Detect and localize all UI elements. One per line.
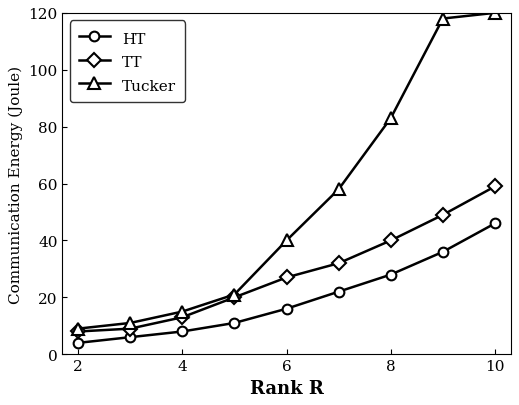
Tucker <box>492 11 498 16</box>
Line: TT: TT <box>73 182 500 337</box>
HT <box>283 307 290 311</box>
TT <box>75 329 81 334</box>
HT <box>492 222 498 226</box>
HT <box>336 290 342 294</box>
Tucker <box>127 321 133 326</box>
TT <box>231 295 238 300</box>
TT <box>179 315 185 320</box>
Tucker <box>75 326 81 331</box>
HT <box>231 321 238 326</box>
Tucker <box>388 116 394 121</box>
Line: Tucker: Tucker <box>73 8 501 335</box>
TT <box>283 275 290 280</box>
Tucker <box>336 188 342 192</box>
Tucker <box>283 239 290 243</box>
Tucker <box>231 292 238 297</box>
HT <box>440 250 446 255</box>
X-axis label: Rank R: Rank R <box>250 379 323 396</box>
TT <box>336 261 342 266</box>
HT <box>75 341 81 345</box>
Tucker <box>440 17 446 22</box>
TT <box>492 185 498 190</box>
Tucker <box>179 309 185 314</box>
TT <box>127 326 133 331</box>
HT <box>179 329 185 334</box>
TT <box>440 213 446 218</box>
HT <box>127 335 133 340</box>
Line: HT: HT <box>73 219 500 348</box>
TT <box>388 239 394 243</box>
Legend: HT, TT, Tucker: HT, TT, Tucker <box>70 21 185 103</box>
HT <box>388 273 394 277</box>
Y-axis label: Communication Energy (Joule): Communication Energy (Joule) <box>8 65 23 303</box>
